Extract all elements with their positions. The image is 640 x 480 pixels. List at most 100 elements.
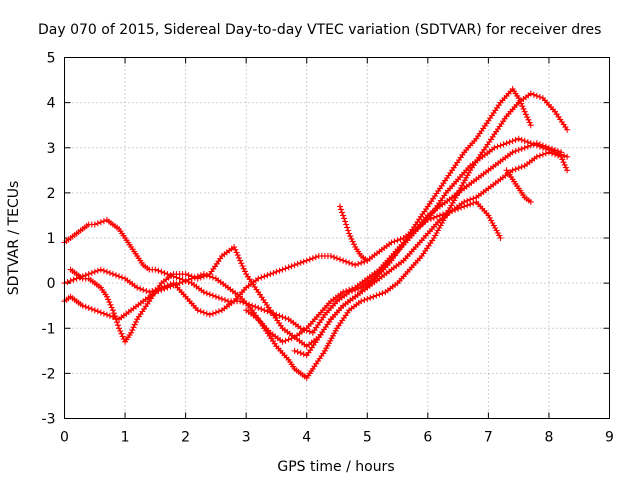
data-point [108,304,115,311]
data-point [194,275,201,282]
data-point [533,153,540,160]
y-tick-label: 5 [47,51,56,67]
data-point [521,108,528,115]
data-point [88,306,95,313]
data-point [361,258,368,265]
data-point [203,272,210,279]
data-point [564,167,571,174]
x-tick-label: 1 [121,430,130,446]
data-point [70,276,77,283]
data-point [486,214,493,221]
data-point [261,307,268,314]
data-point [349,260,356,267]
data-point [212,309,219,316]
data-point [506,139,513,146]
data-point [106,299,113,306]
data-point [209,310,216,317]
data-point [239,263,246,269]
data-point [118,330,125,337]
data-point [200,289,207,296]
data-point [343,288,350,294]
x-tick-label: 9 [605,430,614,446]
data-point [97,309,104,316]
data-point [91,307,98,314]
data-point [206,311,213,318]
data-point [185,272,192,279]
data-point [255,304,262,311]
data-point [149,288,156,294]
data-point [461,203,468,210]
data-point [494,143,501,150]
data-point [533,92,540,99]
data-point [64,279,71,285]
data-point [520,105,527,112]
data-point [264,308,271,315]
series-track-1 [61,135,571,336]
data-point [467,201,474,208]
data-point [113,316,119,323]
y-axis-title: SDTVAR / TECUs [6,181,22,296]
data-point [167,281,174,288]
data-point [194,307,201,314]
data-point [107,301,114,308]
x-tick-label: 8 [544,430,553,446]
series-track-8 [503,167,534,205]
data-point [288,335,295,342]
data-point [131,321,138,328]
data-point [261,273,268,280]
data-point [155,267,162,274]
data-point [464,202,471,209]
data-point [561,161,568,168]
data-point [503,140,510,147]
data-point [355,285,362,292]
data-point [527,198,534,205]
data-point [200,309,207,316]
data-point [79,302,86,309]
data-point [103,311,110,318]
data-point [235,254,242,261]
y-tick-label: -2 [42,366,56,382]
data-point [370,293,377,300]
data-point [345,227,352,234]
data-point [206,291,213,298]
data-point [270,270,277,276]
data-point [232,246,239,253]
data-point [258,274,265,281]
data-point [512,136,519,143]
data-point [458,204,465,211]
data-point [306,256,313,263]
data-point [218,295,225,302]
data-point [542,150,549,157]
data-point [203,290,210,297]
data-point [94,220,101,227]
data-point [497,142,504,149]
data-point [526,119,533,126]
data-point [530,91,537,98]
grid [64,57,610,419]
data-point [343,258,350,265]
data-point [340,212,347,219]
data-point [512,148,519,155]
data-point [352,262,359,269]
y-tick-label: 4 [47,96,56,112]
data-point [297,350,304,357]
data-point [203,310,210,317]
data-point [103,268,110,275]
data-point [294,348,301,355]
data-point [297,259,304,266]
y-tick-label: 0 [47,276,56,292]
data-point [191,274,198,281]
data-point [164,271,171,278]
data-point [433,213,440,220]
data-point [91,268,98,275]
data-point [491,144,498,151]
data-point [564,126,571,133]
data-point [446,209,452,216]
data-point [258,306,265,313]
data-point [347,233,354,240]
series-track-4 [61,198,504,318]
data-point [279,338,286,345]
data-point [521,144,528,151]
data-point [279,266,286,273]
